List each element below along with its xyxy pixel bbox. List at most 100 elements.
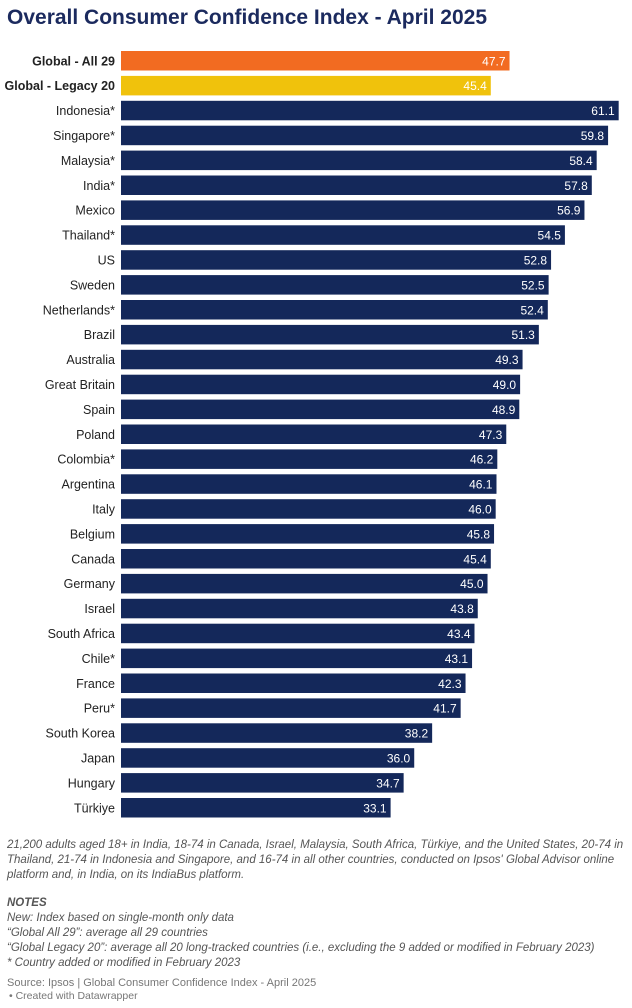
value-label: 38.2 <box>405 727 429 741</box>
bar-row-t-rkiye: Türkiye 33.1 <box>74 798 391 818</box>
category-label: South Korea <box>46 727 116 741</box>
bar-chart: Global - All 29 47.7 Global - Legacy 20 45.… <box>5 51 619 818</box>
value-label: 46.2 <box>470 453 494 467</box>
bar-row-australia: Australia 49.3 <box>66 349 523 370</box>
bar-row-global-legacy-20: Global - Legacy 20 45.4 <box>5 75 491 96</box>
category-label: Indonesia* <box>56 104 115 118</box>
bar <box>121 623 475 644</box>
bar-row-hungary: Hungary 34.7 <box>68 773 404 793</box>
value-label: 58.4 <box>569 154 593 168</box>
value-label: 57.8 <box>564 179 588 193</box>
value-label: 42.3 <box>438 677 462 691</box>
category-label: Mexico <box>75 204 115 218</box>
bar <box>121 424 507 444</box>
bar-row-canada: Canada 45.4 <box>71 549 491 569</box>
bar-row-sweden: Sweden 52.5 <box>70 275 549 295</box>
bar <box>121 524 495 544</box>
category-label: Germany <box>64 577 116 591</box>
category-label: Global - All 29 <box>32 54 115 68</box>
category-label: Hungary <box>68 776 116 790</box>
category-label: US <box>98 253 115 267</box>
category-label: Peru* <box>84 702 115 716</box>
category-label: Chile* <box>82 652 115 666</box>
bar-row-great-britain: Great Britain 49.0 <box>45 374 521 395</box>
category-label: Thailand* <box>62 229 115 243</box>
bar-row-netherlands: Netherlands* 52.4 <box>43 300 548 320</box>
source-text: Source: Ipsos | Global Consumer Confiden… <box>7 977 317 989</box>
bar-row-japan: Japan 36.0 <box>81 748 415 768</box>
note-line: “Global Legacy 20”: average all 20 long-… <box>7 942 595 954</box>
value-label: 52.4 <box>520 303 544 317</box>
value-label: 34.7 <box>376 776 400 790</box>
bar <box>121 175 592 195</box>
bar <box>121 773 404 793</box>
bar-row-south-africa: South Africa 43.4 <box>48 623 475 644</box>
category-label: India* <box>83 179 115 193</box>
notes-heading: NOTES <box>7 897 47 909</box>
value-label: 33.1 <box>363 801 387 815</box>
notes-block: NOTES New: Index based on single-month o… <box>7 896 625 971</box>
bar <box>121 75 491 96</box>
category-label: Sweden <box>70 278 115 292</box>
bar <box>121 100 619 121</box>
bar <box>121 51 510 71</box>
category-label: Israel <box>84 602 115 616</box>
bar-row-italy: Italy 46.0 <box>92 499 496 519</box>
bar <box>121 499 496 519</box>
category-label: Argentina <box>61 478 115 492</box>
value-label: 43.4 <box>447 627 471 641</box>
category-label: Malaysia* <box>61 154 115 168</box>
bar <box>121 200 585 220</box>
bar <box>121 449 498 469</box>
value-label: 59.8 <box>581 129 605 143</box>
bar <box>121 573 488 594</box>
bar <box>121 225 565 245</box>
category-label: Netherlands* <box>43 303 115 317</box>
category-label: Poland <box>76 428 115 442</box>
bar <box>121 723 433 743</box>
bar <box>121 748 415 768</box>
bar-row-poland: Poland 47.3 <box>76 424 507 444</box>
category-label: Great Britain <box>45 378 115 392</box>
category-label: Global - Legacy 20 <box>5 79 116 93</box>
methodology-note: 21,200 adults aged 18+ in India, 18-74 i… <box>7 839 624 881</box>
value-label: 56.9 <box>557 204 581 218</box>
value-label: 46.0 <box>468 502 492 516</box>
category-label: Brazil <box>84 328 115 342</box>
bar <box>121 798 391 818</box>
bar-row-mexico: Mexico 56.9 <box>75 200 585 220</box>
value-label: 41.7 <box>433 702 457 716</box>
bar-row-argentina: Argentina 46.1 <box>61 474 497 494</box>
category-label: Japan <box>81 751 115 765</box>
bar <box>121 698 461 718</box>
category-label: Italy <box>92 502 116 516</box>
bar <box>121 474 497 494</box>
value-label: 49.0 <box>493 378 517 392</box>
category-label: Spain <box>83 403 115 417</box>
bar-row-malaysia: Malaysia* 58.4 <box>61 150 597 171</box>
datawrapper-credit: • Created with Datawrapper <box>9 990 138 1002</box>
value-label: 47.7 <box>482 54 506 68</box>
bar <box>121 250 552 270</box>
category-label: Belgium <box>70 527 115 541</box>
bar-row-brazil: Brazil 51.3 <box>84 324 539 345</box>
bar-row-south-korea: South Korea 38.2 <box>46 723 433 743</box>
category-label: Singapore* <box>53 129 115 143</box>
bar-row-singapore: Singapore* 59.8 <box>53 125 609 146</box>
bar-row-indonesia: Indonesia* 61.1 <box>56 100 619 121</box>
bar <box>121 399 520 420</box>
value-label: 46.1 <box>469 478 493 492</box>
value-label: 43.1 <box>445 652 469 666</box>
category-label: Australia <box>66 353 115 367</box>
bar-row-france: France 42.3 <box>76 673 466 693</box>
value-label: 45.0 <box>460 577 484 591</box>
bar-row-chile: Chile* 43.1 <box>82 648 473 669</box>
bar <box>121 300 548 320</box>
category-label: Colombia* <box>57 453 115 467</box>
category-label: France <box>76 677 115 691</box>
value-label: 49.3 <box>495 353 519 367</box>
bar-row-spain: Spain 48.9 <box>83 399 520 420</box>
category-label: South Africa <box>48 627 115 641</box>
bar <box>121 150 597 171</box>
note-line: New: Index based on single-month only da… <box>7 912 234 924</box>
